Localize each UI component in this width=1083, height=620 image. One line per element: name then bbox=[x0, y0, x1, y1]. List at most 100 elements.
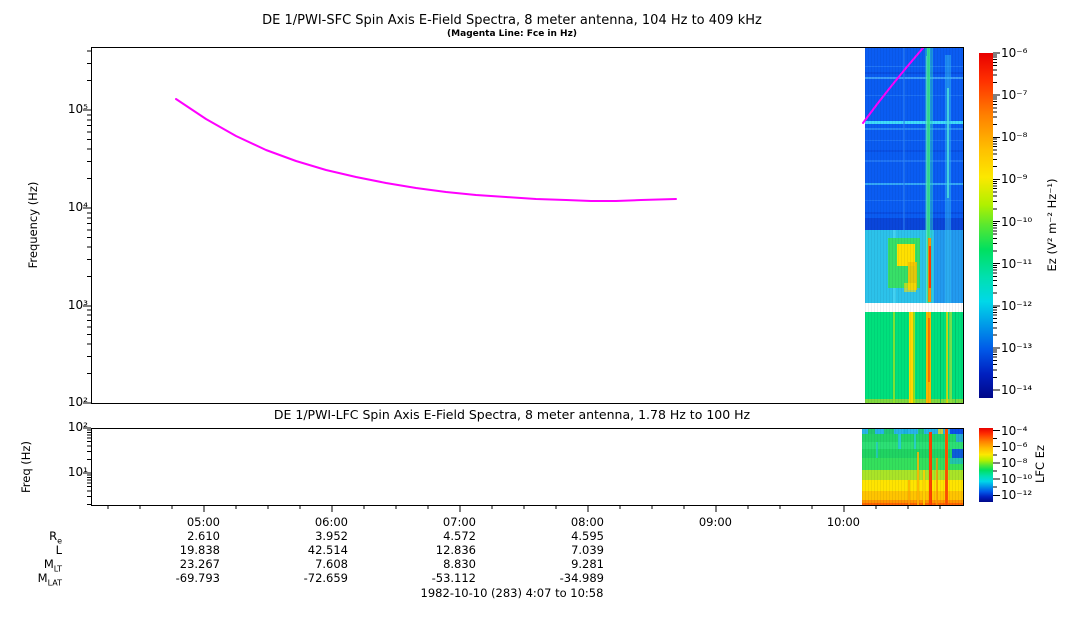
ephemeris-value: 23.267 bbox=[179, 557, 220, 571]
ephemeris-row-label: L bbox=[8, 543, 62, 557]
ephemeris-value: 8.830 bbox=[443, 557, 476, 571]
sfc-spectro-feature bbox=[928, 318, 930, 382]
sfc-panel-frame bbox=[91, 47, 964, 404]
sfc-spectro-feature bbox=[946, 312, 948, 403]
sfc-y-tick-label: 10³ bbox=[67, 298, 88, 312]
lfc-spectro-feature bbox=[862, 500, 963, 505]
ephemeris-row-label-main: M bbox=[37, 571, 48, 585]
lfc-spectro-feature bbox=[903, 428, 908, 434]
sfc-spectro-feature bbox=[865, 121, 963, 124]
ephemeris-value: 4.572 bbox=[443, 529, 476, 543]
ephemeris-row-label-sub: e bbox=[57, 536, 62, 546]
lfc-spectro-feature bbox=[862, 434, 963, 442]
lfc-colorbar bbox=[979, 428, 993, 502]
sfc-spectro-feature bbox=[913, 312, 915, 403]
ephemeris-row-label: MLT bbox=[8, 557, 62, 576]
ephemeris-row-label: Re bbox=[8, 529, 62, 548]
sfc-spectro-feature bbox=[865, 95, 963, 96]
sfc-spectro-feature bbox=[927, 47, 930, 303]
lfc-spectro-feature bbox=[908, 480, 910, 505]
lfc-spectro-feature bbox=[917, 452, 919, 505]
ephemeris-row-label-sub: LAT bbox=[47, 578, 62, 588]
lfc-spectro-feature bbox=[862, 470, 963, 480]
time-tick-label: 05:00 bbox=[186, 515, 220, 529]
sfc-colorbar-tick-label: 10⁻¹² bbox=[1001, 298, 1033, 313]
lfc-spectro-feature bbox=[884, 428, 894, 434]
lfc-panel-frame bbox=[91, 428, 964, 506]
lfc-spectro-feature bbox=[945, 428, 948, 505]
sfc-spectro-feature bbox=[865, 160, 963, 162]
ephemeris-row-label-main: L bbox=[55, 543, 62, 557]
sfc-spectro-feature bbox=[903, 47, 905, 230]
sfc-spectro-feature bbox=[909, 312, 913, 403]
sfc-y-tick-label: 10⁴ bbox=[67, 200, 88, 214]
lfc-spectro-feature bbox=[956, 434, 963, 442]
lfc-spectro-feature bbox=[862, 442, 963, 449]
time-tick-label: 06:00 bbox=[314, 515, 348, 529]
lfc-spectro-feature bbox=[936, 458, 938, 505]
lfc-spectro-feature bbox=[923, 470, 925, 505]
sfc-spectro-feature bbox=[947, 88, 949, 198]
sfc-spectro-feature bbox=[865, 140, 963, 141]
sfc-panel-title: DE 1/PWI-SFC Spin Axis E-Field Spectra, … bbox=[262, 13, 762, 28]
sfc-spectro-feature bbox=[865, 200, 963, 201]
lfc-spectro-feature bbox=[950, 458, 963, 464]
sfc-spectro-feature bbox=[865, 183, 963, 185]
sfc-spectro-feature bbox=[865, 66, 963, 67]
ephemeris-value: 7.608 bbox=[315, 557, 348, 571]
lfc-colorbar-tick-label: 10⁻¹⁰ bbox=[1001, 472, 1033, 487]
ephemeris-value: 42.514 bbox=[307, 543, 348, 557]
ephemeris-value: 9.281 bbox=[571, 557, 604, 571]
lfc-spectro-feature bbox=[914, 434, 916, 449]
ephemeris-value: 19.838 bbox=[179, 543, 220, 557]
ephemeris-row-label-sub: LT bbox=[53, 564, 62, 574]
sfc-y-tick-label: 10² bbox=[67, 395, 88, 409]
lfc-y-tick-label: 10² bbox=[67, 420, 88, 434]
lfc-spectro-feature bbox=[929, 432, 932, 505]
sfc-colorbar-tick-label: 10⁻¹¹ bbox=[1001, 256, 1033, 271]
ephemeris-value: -53.112 bbox=[431, 571, 476, 585]
ephemeris-value: 12.836 bbox=[435, 543, 476, 557]
sfc-spectro-feature bbox=[897, 244, 915, 266]
ephemeris-value: -69.793 bbox=[175, 571, 220, 585]
sfc-spectro-feature bbox=[865, 212, 963, 214]
sfc-spectro-feature bbox=[865, 303, 963, 312]
lfc-colorbar-tick-label: 10⁻⁸ bbox=[1001, 455, 1028, 470]
lfc-spectro-feature bbox=[918, 428, 924, 434]
sfc-spectro-feature bbox=[955, 312, 956, 403]
lfc-spectro-feature bbox=[862, 449, 963, 458]
ephemeris-value: 4.595 bbox=[571, 529, 604, 543]
sfc-spectrogram bbox=[865, 47, 963, 403]
sfc-colorbar-tick-label: 10⁻⁹ bbox=[1001, 172, 1028, 187]
ephemeris-value: -34.989 bbox=[559, 571, 604, 585]
ephemeris-value: 7.039 bbox=[571, 543, 604, 557]
ephemeris-row-label-main: M bbox=[43, 557, 54, 571]
sfc-colorbar-tick-label: 10⁻⁶ bbox=[1001, 46, 1028, 60]
sfc-spectro-feature bbox=[865, 72, 963, 74]
sfc-spectro-feature bbox=[940, 312, 941, 403]
footer-date: 1982-10-10 (283) 4:07 to 10:58 bbox=[420, 586, 604, 600]
lfc-spectro-feature bbox=[862, 480, 963, 491]
time-tick-label: 10:00 bbox=[826, 515, 860, 529]
lfc-panel-title: DE 1/PWI-LFC Spin Axis E-Field Spectra, … bbox=[273, 407, 751, 422]
sfc-panel-subtitle: (Magenta Line: Fce in Hz) bbox=[447, 29, 577, 39]
panel-frames bbox=[91, 47, 964, 506]
lfc-spectro-feature bbox=[862, 428, 963, 434]
lfc-spectro-feature bbox=[862, 503, 963, 505]
ephemeris-value: -72.659 bbox=[303, 571, 348, 585]
lfc-spectro-feature bbox=[952, 449, 963, 458]
lfc-colorbar-tick-label: 10⁻¹² bbox=[1001, 488, 1033, 503]
fce-line bbox=[175, 47, 924, 202]
ephemeris-row-label-main: R bbox=[49, 529, 58, 543]
time-tick-label: 08:00 bbox=[570, 515, 604, 529]
lfc-spectro-feature bbox=[950, 428, 963, 434]
sfc-spectro-feature bbox=[904, 283, 916, 292]
fce-line-burst bbox=[862, 47, 924, 124]
sfc-spectro-feature bbox=[934, 230, 963, 303]
lfc-spectro-feature bbox=[898, 434, 901, 449]
sfc-colorbar-tick-label: 10⁻¹³ bbox=[1001, 340, 1033, 355]
sfc-colorbar-tick-label: 10⁻⁷ bbox=[1001, 88, 1028, 103]
lfc-spectro-feature bbox=[868, 428, 875, 434]
sfc-spectro-feature bbox=[893, 312, 895, 403]
